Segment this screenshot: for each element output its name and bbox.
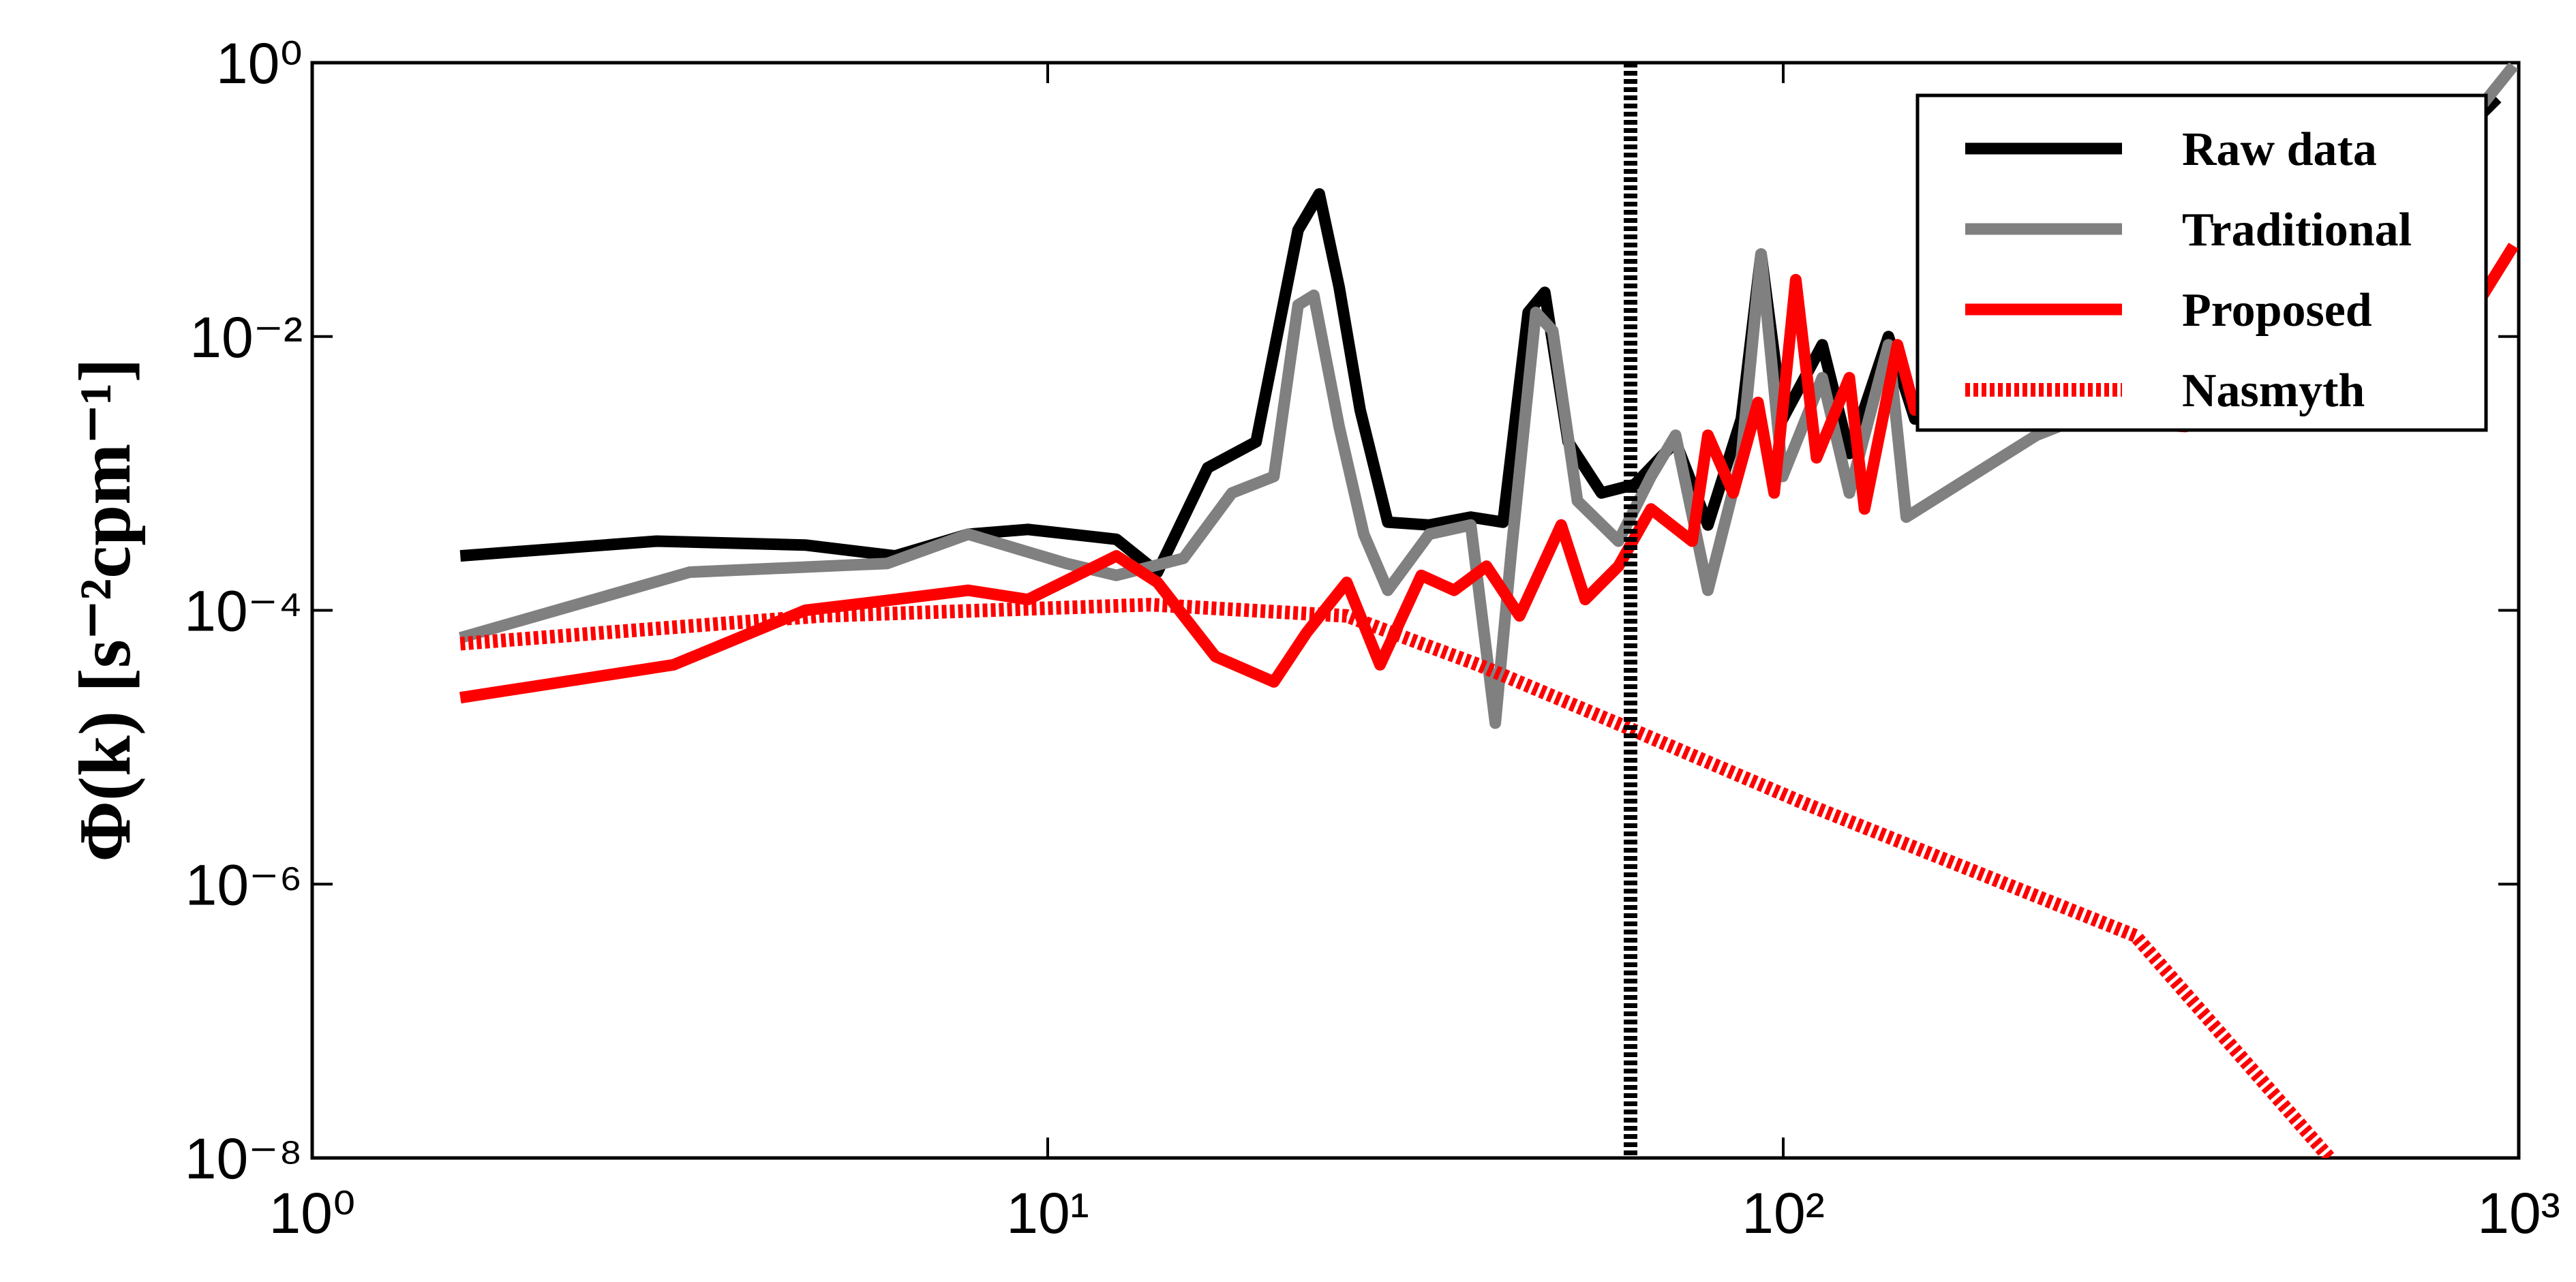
legend-label: Nasmyth xyxy=(2182,365,2365,417)
x-tick-label: 10² xyxy=(1742,1181,1824,1245)
legend-label: Raw data xyxy=(2182,123,2377,176)
y-tick-label: 10⁻⁸ xyxy=(185,1127,303,1191)
x-tick-label: 10³ xyxy=(2477,1181,2560,1245)
series-line xyxy=(459,598,2335,1158)
y-tick-label: 10⁻⁴ xyxy=(184,579,303,643)
x-tick-label: 10⁰ xyxy=(269,1181,355,1245)
y-tick-label: 10⁰ xyxy=(216,31,303,95)
plot-area xyxy=(458,63,2519,1158)
y-tick-label: 10⁻⁶ xyxy=(185,853,303,917)
series-line xyxy=(459,243,2519,704)
y-axis-label: Φ(k) [s⁻²cpm⁻¹] xyxy=(65,358,146,861)
legend-label: Proposed xyxy=(2182,284,2372,337)
legend-label: Traditional xyxy=(2182,204,2412,256)
x-tick-label: 10¹ xyxy=(1006,1181,1089,1245)
y-tick-label: 10⁻² xyxy=(190,305,303,369)
